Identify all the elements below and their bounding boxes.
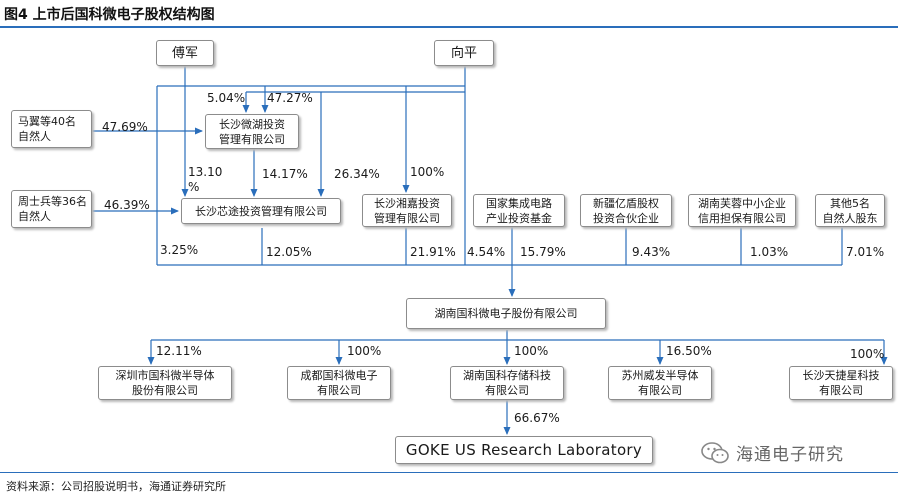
entity-tianjie-line1: 长沙天捷星科技 [802, 369, 880, 382]
entity-suzhou-weifa: 苏州威发半导体 有限公司 [608, 366, 712, 400]
person-xiang-ping: 向平 [434, 40, 494, 66]
entity-xiangjia-line2: 管理有限公司 [374, 211, 440, 225]
pct-goke-shenzhen: 12.11% [156, 344, 202, 358]
person-xiang-ping-label: 向平 [450, 45, 477, 61]
entity-xiangjia-line1: 长沙湘嘉投资 [374, 196, 440, 210]
footer-divider [0, 472, 898, 473]
entity-changsha-tianjie: 长沙天捷星科技 有限公司 [789, 366, 893, 400]
entity-fund-line2: 产业投资基金 [486, 211, 552, 225]
watermark-text: 海通电子研究 [736, 445, 844, 465]
entity-xintengyi-line1: 新疆亿盾股权 [593, 196, 659, 210]
entity-xintengyi: 新疆亿盾股权 投资合伙企业 [580, 194, 672, 227]
pct-mayi-weihu: 47.69% [102, 120, 148, 134]
entity-suzhou-line2: 有限公司 [638, 384, 682, 397]
pct-weihu-xintu: 14.17% [262, 167, 308, 181]
pct-storage-us: 66.67% [514, 411, 560, 425]
entity-ma-yi-group: 马翼等40名 自然人 [11, 110, 92, 148]
entity-furong-line1: 湖南芙蓉中小企业 [698, 196, 786, 210]
entity-goke-us-label: GOKE US Research Laboratory [405, 440, 643, 459]
pct-fu-xintu-a: 13.10 [188, 165, 223, 179]
pct-goke-tianjie: 100% [850, 347, 885, 361]
entity-tianjie-line2: 有限公司 [819, 384, 863, 397]
entity-fund-line1: 国家集成电路 [486, 196, 552, 210]
entity-furong-line2: 信用担保有限公司 [698, 211, 786, 225]
entity-shenzhen-line1: 深圳市国科微半导体 [115, 369, 215, 382]
title-divider [0, 26, 898, 28]
entity-shenzhen-goke: 深圳市国科微半导体 股份有限公司 [98, 366, 232, 400]
entity-goke-label: 湖南国科微电子股份有限公司 [434, 307, 578, 320]
pct-goke-chengdu: 100% [347, 344, 382, 358]
entity-ma-yi-line1: 马翼等40名 [18, 115, 76, 128]
pct-furong-goke: 1.03% [750, 245, 789, 259]
pct-goke-suzhou: 16.50% [666, 344, 712, 358]
pct-fu-xintu-b: % [188, 180, 200, 194]
figure-title: 图4 上市后国科微电子股权结构图 [4, 7, 215, 23]
entity-weihu: 长沙微湖投资 管理有限公司 [205, 114, 299, 149]
entity-storage-line1: 湖南国科存储科技 [463, 369, 551, 382]
pct-xintu-goke: 12.05% [266, 245, 312, 259]
source-note: 资料来源：公司招股说明书，海通证券研究所 [6, 480, 226, 493]
person-fu-jun-label: 傅军 [171, 45, 198, 61]
entity-national-fund: 国家集成电路 产业投资基金 [473, 194, 565, 227]
pct-fund-goke: 15.79% [520, 245, 566, 259]
entity-xintu-label: 长沙芯途投资管理有限公司 [195, 204, 327, 218]
entity-zhou-line1: 周士兵等36名 [18, 195, 87, 208]
entity-chengdu-line1: 成都国科微电子 [300, 369, 378, 382]
entity-suzhou-line1: 苏州威发半导体 [621, 369, 699, 382]
entity-others-line1: 其他5名 [830, 196, 870, 210]
entity-chengdu-line2: 有限公司 [317, 384, 361, 397]
pct-fu-goke: 3.25% [160, 243, 199, 257]
entity-others-line2: 自然人股东 [822, 211, 878, 225]
pct-xiang-xiangjia: 100% [410, 165, 445, 179]
pct-others-goke: 7.01% [846, 245, 885, 259]
entity-weihu-line2: 管理有限公司 [219, 132, 285, 146]
entity-xintu: 长沙芯途投资管理有限公司 [181, 198, 341, 224]
pct-xiang-goke: 4.54% [467, 245, 506, 259]
entity-goke-microelectronics: 湖南国科微电子股份有限公司 [406, 298, 606, 329]
pct-xintengyi-goke: 9.43% [632, 245, 671, 259]
pct-xiang-xintu: 26.34% [334, 167, 380, 181]
entity-storage-line2: 有限公司 [485, 384, 529, 397]
entity-hunan-storage: 湖南国科存储科技 有限公司 [450, 366, 564, 400]
entity-ma-yi-line2: 自然人 [18, 130, 51, 143]
pct-zhou-xintu: 46.39% [104, 198, 150, 212]
person-fu-jun: 傅军 [156, 40, 214, 66]
wechat-icon [701, 441, 729, 463]
entity-xiangjia: 长沙湘嘉投资 管理有限公司 [362, 194, 452, 227]
entity-zhou-shibing-group: 周士兵等36名 自然人 [11, 190, 92, 228]
pct-xiangjia-goke: 21.91% [410, 245, 456, 259]
entity-chengdu-goke: 成都国科微电子 有限公司 [287, 366, 391, 400]
watermark: 海通电子研究 [700, 440, 844, 465]
entity-hunan-furong: 湖南芙蓉中小企业 信用担保有限公司 [688, 194, 796, 227]
entity-zhou-line2: 自然人 [18, 210, 51, 223]
pct-goke-storage: 100% [514, 344, 549, 358]
entity-shenzhen-line2: 股份有限公司 [132, 384, 198, 397]
entity-xintengyi-line2: 投资合伙企业 [593, 211, 659, 225]
pct-xiang-weihu: 5.04% [207, 91, 246, 105]
entity-weihu-line1: 长沙微湖投资 [219, 117, 285, 131]
entity-goke-us-lab: GOKE US Research Laboratory [395, 436, 653, 464]
entity-others5: 其他5名 自然人股东 [815, 194, 885, 227]
pct-fu-weihu: 47.27% [267, 91, 313, 105]
